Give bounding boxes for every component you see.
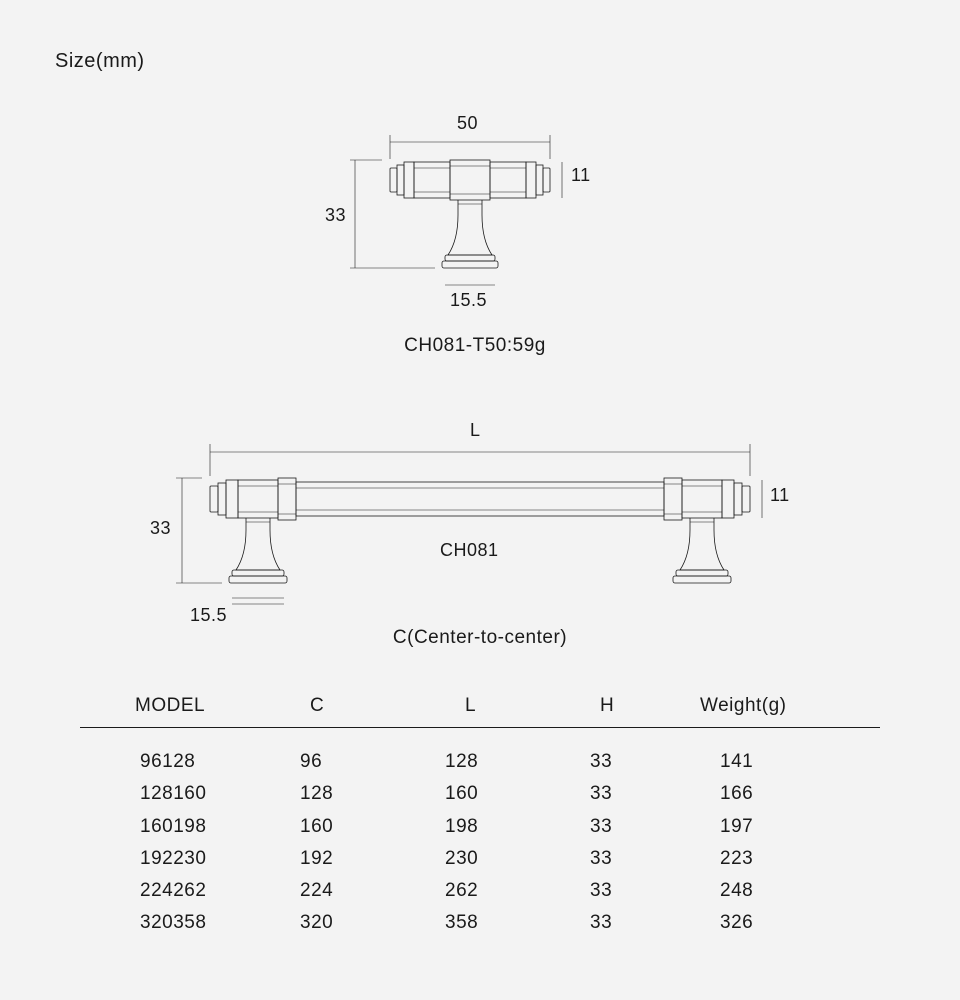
table-cell: 128160 <box>80 778 280 810</box>
th-weight: Weight(g) <box>690 695 860 717</box>
table-cell: 326 <box>690 907 860 939</box>
table-row: 32035832035833326 <box>80 907 880 939</box>
table-row: 22426222426233248 <box>80 875 880 907</box>
table-cell: 33 <box>560 875 690 907</box>
d1-barheight-label: 11 <box>571 165 591 186</box>
d2-caption: C(Center-to-center) <box>330 627 630 649</box>
th-l: L <box>420 695 560 717</box>
table-body: 9612896128331411281601281603316616019816… <box>80 746 880 940</box>
table-row: 961289612833141 <box>80 746 880 778</box>
table-cell: 160 <box>280 811 420 843</box>
d2-center-label: CH081 <box>440 540 499 561</box>
table-header: MODEL C L H Weight(g) <box>80 695 880 728</box>
d1-base-label: 15.5 <box>450 290 487 311</box>
d2-length-label: L <box>470 420 481 441</box>
table-cell: 160 <box>420 778 560 810</box>
table-cell: 33 <box>560 778 690 810</box>
table-cell: 224262 <box>80 875 280 907</box>
table-cell: 230 <box>420 843 560 875</box>
table-cell: 33 <box>560 811 690 843</box>
table-cell: 96128 <box>80 746 280 778</box>
table-cell: 248 <box>690 875 860 907</box>
table-row: 12816012816033166 <box>80 778 880 810</box>
d2-base-label: 15.5 <box>190 605 227 626</box>
table-cell: 320 <box>280 907 420 939</box>
d1-height-label: 33 <box>325 205 346 226</box>
table-cell: 128 <box>420 746 560 778</box>
spec-table: MODEL C L H Weight(g) 961289612833141128… <box>80 695 880 940</box>
th-h: H <box>560 695 690 717</box>
table-cell: 320358 <box>80 907 280 939</box>
table-cell: 192 <box>280 843 420 875</box>
d2-height-label: 33 <box>150 518 171 539</box>
diagram-pull <box>170 420 790 640</box>
table-row: 19223019223033223 <box>80 843 880 875</box>
page-title: Size(mm) <box>55 50 145 73</box>
table-cell: 224 <box>280 875 420 907</box>
table-row: 16019816019833197 <box>80 811 880 843</box>
d1-caption: CH081-T50:59g <box>375 335 575 357</box>
th-model: MODEL <box>80 695 280 717</box>
table-cell: 262 <box>420 875 560 907</box>
table-cell: 223 <box>690 843 860 875</box>
table-cell: 192230 <box>80 843 280 875</box>
table-cell: 33 <box>560 843 690 875</box>
table-cell: 33 <box>560 746 690 778</box>
d2-barheight-label: 11 <box>770 485 790 506</box>
th-c: C <box>280 695 420 717</box>
table-cell: 33 <box>560 907 690 939</box>
table-cell: 197 <box>690 811 860 843</box>
table-cell: 166 <box>690 778 860 810</box>
table-cell: 96 <box>280 746 420 778</box>
table-cell: 198 <box>420 811 560 843</box>
table-cell: 128 <box>280 778 420 810</box>
table-cell: 358 <box>420 907 560 939</box>
table-cell: 141 <box>690 746 860 778</box>
table-cell: 160198 <box>80 811 280 843</box>
d1-width-label: 50 <box>457 113 478 134</box>
